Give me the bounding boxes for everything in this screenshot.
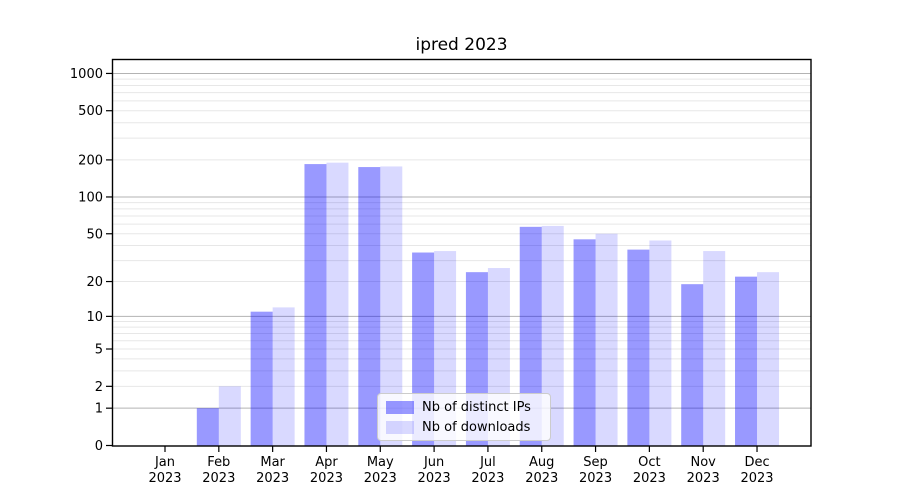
y-tick-label: 10 (86, 310, 103, 325)
legend: Nb of distinct IPs Nb of downloads (377, 393, 551, 441)
bar-distinct-ips-may (358, 167, 381, 446)
x-tick-label-month: Nov (691, 455, 717, 470)
bar-downloads-mar (272, 307, 295, 446)
x-tick-label-year: 2023 (364, 471, 397, 486)
bar-distinct-ips-apr (304, 164, 327, 446)
x-tick-label-year: 2023 (687, 471, 720, 486)
chart-title: ipred 2023 (415, 35, 508, 55)
x-tick-label-month: Mar (260, 455, 285, 470)
legend-label-downloads: Nb of downloads (422, 419, 531, 435)
bar-downloads-dec (757, 272, 780, 446)
axes-spines (111, 58, 812, 447)
bar-distinct-ips-sep (573, 239, 596, 446)
x-tick-label-month: May (367, 455, 394, 470)
bar-downloads-sep (595, 233, 618, 446)
x-tick-label-year: 2023 (256, 471, 289, 486)
bar-downloads-oct (649, 240, 672, 446)
y-tick-label: 20 (86, 275, 103, 290)
bar-downloads-feb (218, 386, 241, 446)
bar-distinct-ips-dec (735, 276, 758, 446)
y-tick-label: 50 (86, 227, 103, 242)
legend-label-distinct-ips: Nb of distinct IPs (422, 399, 531, 415)
y-tick-label: 200 (78, 153, 103, 168)
bar-distinct-ips-oct (627, 249, 650, 446)
x-tick-label-year: 2023 (579, 471, 612, 486)
y-tick-label: 1000 (70, 67, 103, 82)
x-tick-label-year: 2023 (525, 471, 558, 486)
y-tick-label: 0 (95, 439, 103, 454)
x-tick-label-year: 2023 (418, 471, 451, 486)
legend-swatch-distinct-ips (386, 400, 414, 414)
x-tick-label-month: Apr (315, 455, 338, 470)
x-tick-label-month: Jun (423, 455, 444, 470)
x-tick-label-year: 2023 (740, 471, 773, 486)
bar-downloads-may (380, 166, 403, 446)
x-tick-label-month: Aug (529, 455, 554, 470)
legend-swatch-downloads (386, 420, 414, 434)
legend-item-downloads: Nb of downloads (386, 419, 542, 435)
x-tick-label-month: Jul (479, 455, 496, 470)
x-tick-label-year: 2023 (148, 471, 181, 486)
legend-item-distinct-ips: Nb of distinct IPs (386, 399, 542, 415)
y-tick-label: 1 (95, 402, 103, 417)
x-tick-label-month: Dec (744, 455, 769, 470)
x-tick-label-year: 2023 (633, 471, 666, 486)
y-tick-label: 5 (95, 343, 103, 358)
y-tick-label: 100 (78, 190, 103, 205)
x-tick-label-month: Sep (583, 455, 608, 470)
x-tick-label-year: 2023 (202, 471, 235, 486)
bar-downloads-nov (703, 251, 726, 446)
y-tick-label: 2 (95, 380, 103, 395)
x-tick-label-year: 2023 (310, 471, 343, 486)
bar-distinct-ips-nov (681, 284, 704, 446)
x-tick-label-month: Jan (154, 455, 175, 470)
x-tick-label-year: 2023 (471, 471, 504, 486)
bar-downloads-aug (541, 225, 564, 446)
bar-distinct-ips-feb (196, 408, 219, 446)
x-tick-label-month: Oct (638, 455, 660, 470)
bar-distinct-ips-aug (519, 226, 542, 446)
bar-downloads-apr (326, 162, 349, 446)
x-tick-label-month: Feb (207, 455, 230, 470)
y-tick-label: 500 (78, 104, 103, 119)
bar-distinct-ips-mar (250, 311, 273, 446)
